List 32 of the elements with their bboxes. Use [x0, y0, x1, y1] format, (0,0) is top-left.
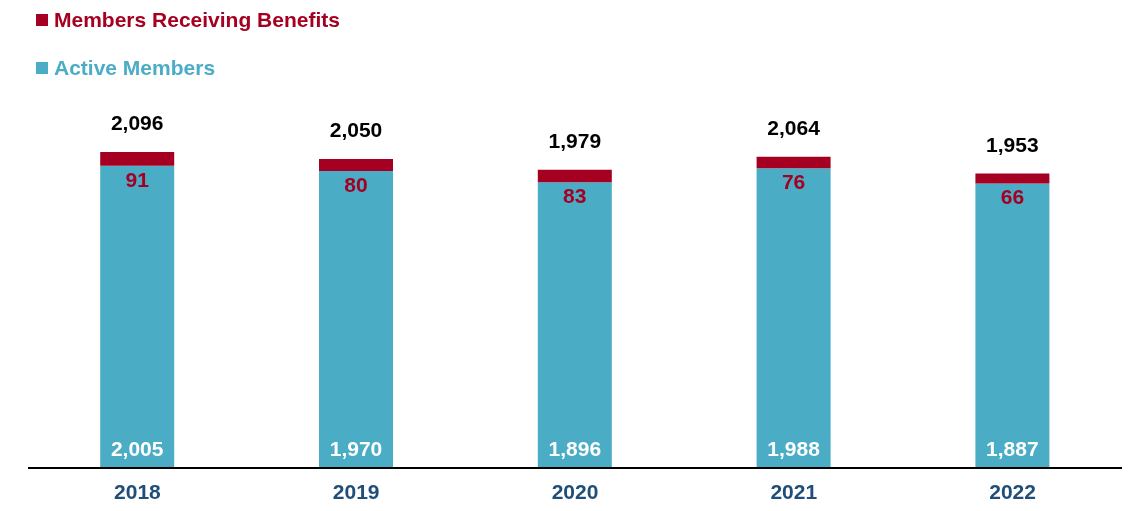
data-label: 1,970 — [329, 437, 383, 460]
data-label: 1,988 — [767, 437, 821, 460]
bar — [537, 182, 612, 468]
bar — [756, 168, 831, 468]
data-label: 2,005 — [110, 437, 164, 460]
data-label: 66 — [1000, 185, 1025, 209]
total-label: 1,979 — [548, 128, 602, 152]
total-label: 2,050 — [329, 117, 383, 141]
bar — [975, 183, 1050, 468]
bar — [100, 165, 175, 468]
bar — [100, 152, 175, 166]
legend-label: Active Members — [53, 56, 217, 80]
x-tick-label: 2020 — [551, 479, 599, 503]
total-label: 1,953 — [986, 132, 1039, 156]
data-label: 76 — [781, 170, 806, 194]
bar — [975, 173, 1050, 184]
data-label: 1,896 — [548, 437, 602, 460]
data-label: 83 — [563, 184, 587, 208]
x-tick-label: 2021 — [770, 479, 818, 503]
bar — [756, 156, 831, 169]
data-label: 91 — [125, 167, 150, 191]
data-label: 1,887 — [986, 437, 1039, 460]
x-tick-label: 2018 — [114, 479, 162, 503]
x-tick-label: 2022 — [989, 479, 1036, 503]
data-label: 80 — [344, 172, 368, 196]
total-label: 2,096 — [110, 111, 164, 134]
total-label: 2,064 — [767, 115, 821, 139]
x-tick-label: 2019 — [332, 479, 380, 503]
bar — [319, 158, 393, 171]
bar — [537, 169, 612, 183]
legend-label: Members Receiving Benefits — [53, 8, 340, 32]
bar — [319, 171, 393, 468]
